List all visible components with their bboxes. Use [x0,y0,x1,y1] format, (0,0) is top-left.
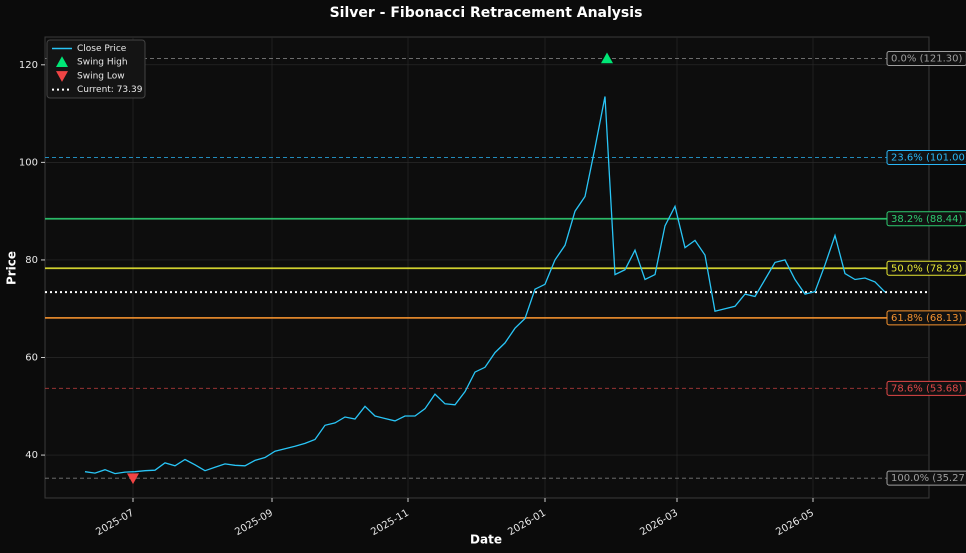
fib-label-box [886,310,966,326]
fib-level-label: 38.2% (88.44) [891,214,962,225]
y-tick-label: 120 [19,60,38,71]
fib-label-box [886,380,966,396]
fib-level-label: 100.0% (35.27) [891,473,966,484]
fib-level-tag: 100.0% (35.27) [886,470,966,486]
legend: Close Price Swing High Swing Low Current: 7… [46,39,146,99]
fib-level-label: 61.8% (68.13) [891,313,962,324]
fib-level-tag: 78.6% (53.68) [886,380,966,396]
legend-label: Current: 73.39 [77,85,143,95]
fib-label-box [886,50,966,66]
y-tick-label: 80 [25,255,38,266]
legend-label: Close Price [77,44,127,54]
fib-level-tag: 38.2% (88.44) [886,211,966,227]
legend-box [46,39,146,99]
fib-level-label: 23.6% (101.00) [891,152,966,163]
fib-label-box [886,260,966,276]
legend-swatch [56,56,68,67]
fib-level-tag: 0.0% (121.30) [886,50,966,66]
price-line [84,96,886,475]
legend-swatch [56,71,68,82]
fib-level-tag: 23.6% (101.00) [886,149,966,165]
legend-label: Swing High [77,58,128,68]
x-axis-label: Date [470,533,502,547]
swing-marker [127,473,139,485]
y-axis-label: Price [5,251,19,285]
swing-marker [601,52,613,64]
fib-level-tag: 61.8% (68.13) [886,310,966,326]
legend-label: Swing Low [77,71,125,81]
chart-title: Silver - Fibonacci Retracement Analysis [330,5,643,21]
fib-level-label: 78.6% (53.68) [891,383,962,394]
y-tick-label: 60 [25,353,38,364]
fib-label-box [886,211,966,227]
fib-label-box [886,470,966,486]
fib-level-label: 50.0% (78.29) [891,263,962,274]
fib-label-box [886,149,966,165]
fib-level-label: 0.0% (121.30) [891,53,962,64]
fib-level-tag: 50.0% (78.29) [886,260,966,276]
y-tick-label: 40 [25,450,38,461]
y-tick-label: 100 [19,157,38,168]
